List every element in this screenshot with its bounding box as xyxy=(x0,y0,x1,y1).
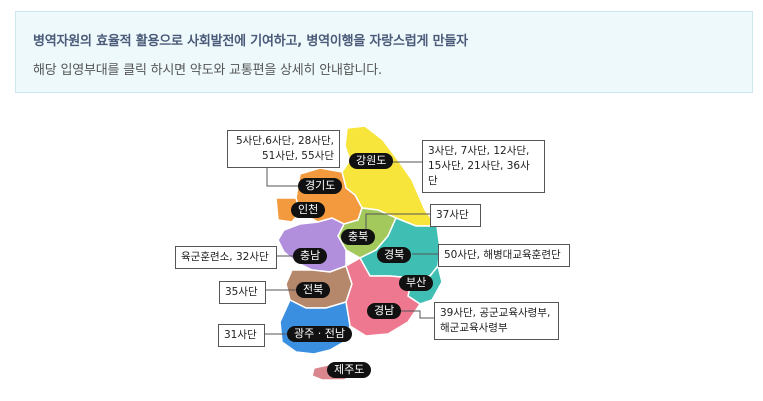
pill-gyeonggi[interactable]: 경기도 xyxy=(298,178,343,194)
info-banner: 병역자원의 효율적 활용으로 사회발전에 기여하고, 병역이행을 자랑스럽게 만… xyxy=(15,11,753,93)
pill-chungnam[interactable]: 충남 xyxy=(293,248,328,264)
callout-chungnam-units: 육군훈련소, 32사단 xyxy=(175,246,277,269)
callout-gyeongbuk-units: 50사단, 해병대교육훈련단 xyxy=(438,244,570,267)
pill-jeonnam[interactable]: 광주 · 전남 xyxy=(287,326,352,342)
callout-gyeongnam-units: 39사단, 공군교육사령부, 해군교육사령부 xyxy=(434,302,559,340)
pill-gangwon[interactable]: 강원도 xyxy=(349,153,394,169)
callout-gyeonggi-units: 5사단,6사단, 28사단, 51사단, 55사단 xyxy=(227,130,340,168)
callout-gangwon-units: 3사단, 7사단, 12사단, 15사단, 21사단, 36사단 xyxy=(422,140,545,193)
pill-gyeongnam[interactable]: 경남 xyxy=(367,303,402,319)
pill-jeju[interactable]: 제주도 xyxy=(327,362,372,378)
leader-gyeonggi xyxy=(266,162,300,187)
callout-jeonbuk-units: 35사단 xyxy=(219,281,266,304)
pill-gyeongbuk[interactable]: 경북 xyxy=(377,247,412,263)
pill-jeonbuk[interactable]: 전북 xyxy=(296,282,331,298)
pill-busan[interactable]: 부산 xyxy=(399,275,434,291)
pill-chungbuk[interactable]: 충북 xyxy=(341,229,376,245)
pill-incheon[interactable]: 인천 xyxy=(291,202,326,218)
leader-chungbuk xyxy=(365,213,430,232)
callout-chungbuk-units: 37사단 xyxy=(430,204,481,227)
leader-gyeongnam xyxy=(396,310,434,319)
callout-jeonnam-units: 31사단 xyxy=(218,324,265,347)
banner-description: 해당 입영부대를 클릭 하시면 약도와 교통편을 상세히 안내합니다. xyxy=(33,63,382,78)
banner-title: 병역자원의 효율적 활용으로 사회발전에 기여하고, 병역이행을 자랑스럽게 만… xyxy=(33,34,468,49)
